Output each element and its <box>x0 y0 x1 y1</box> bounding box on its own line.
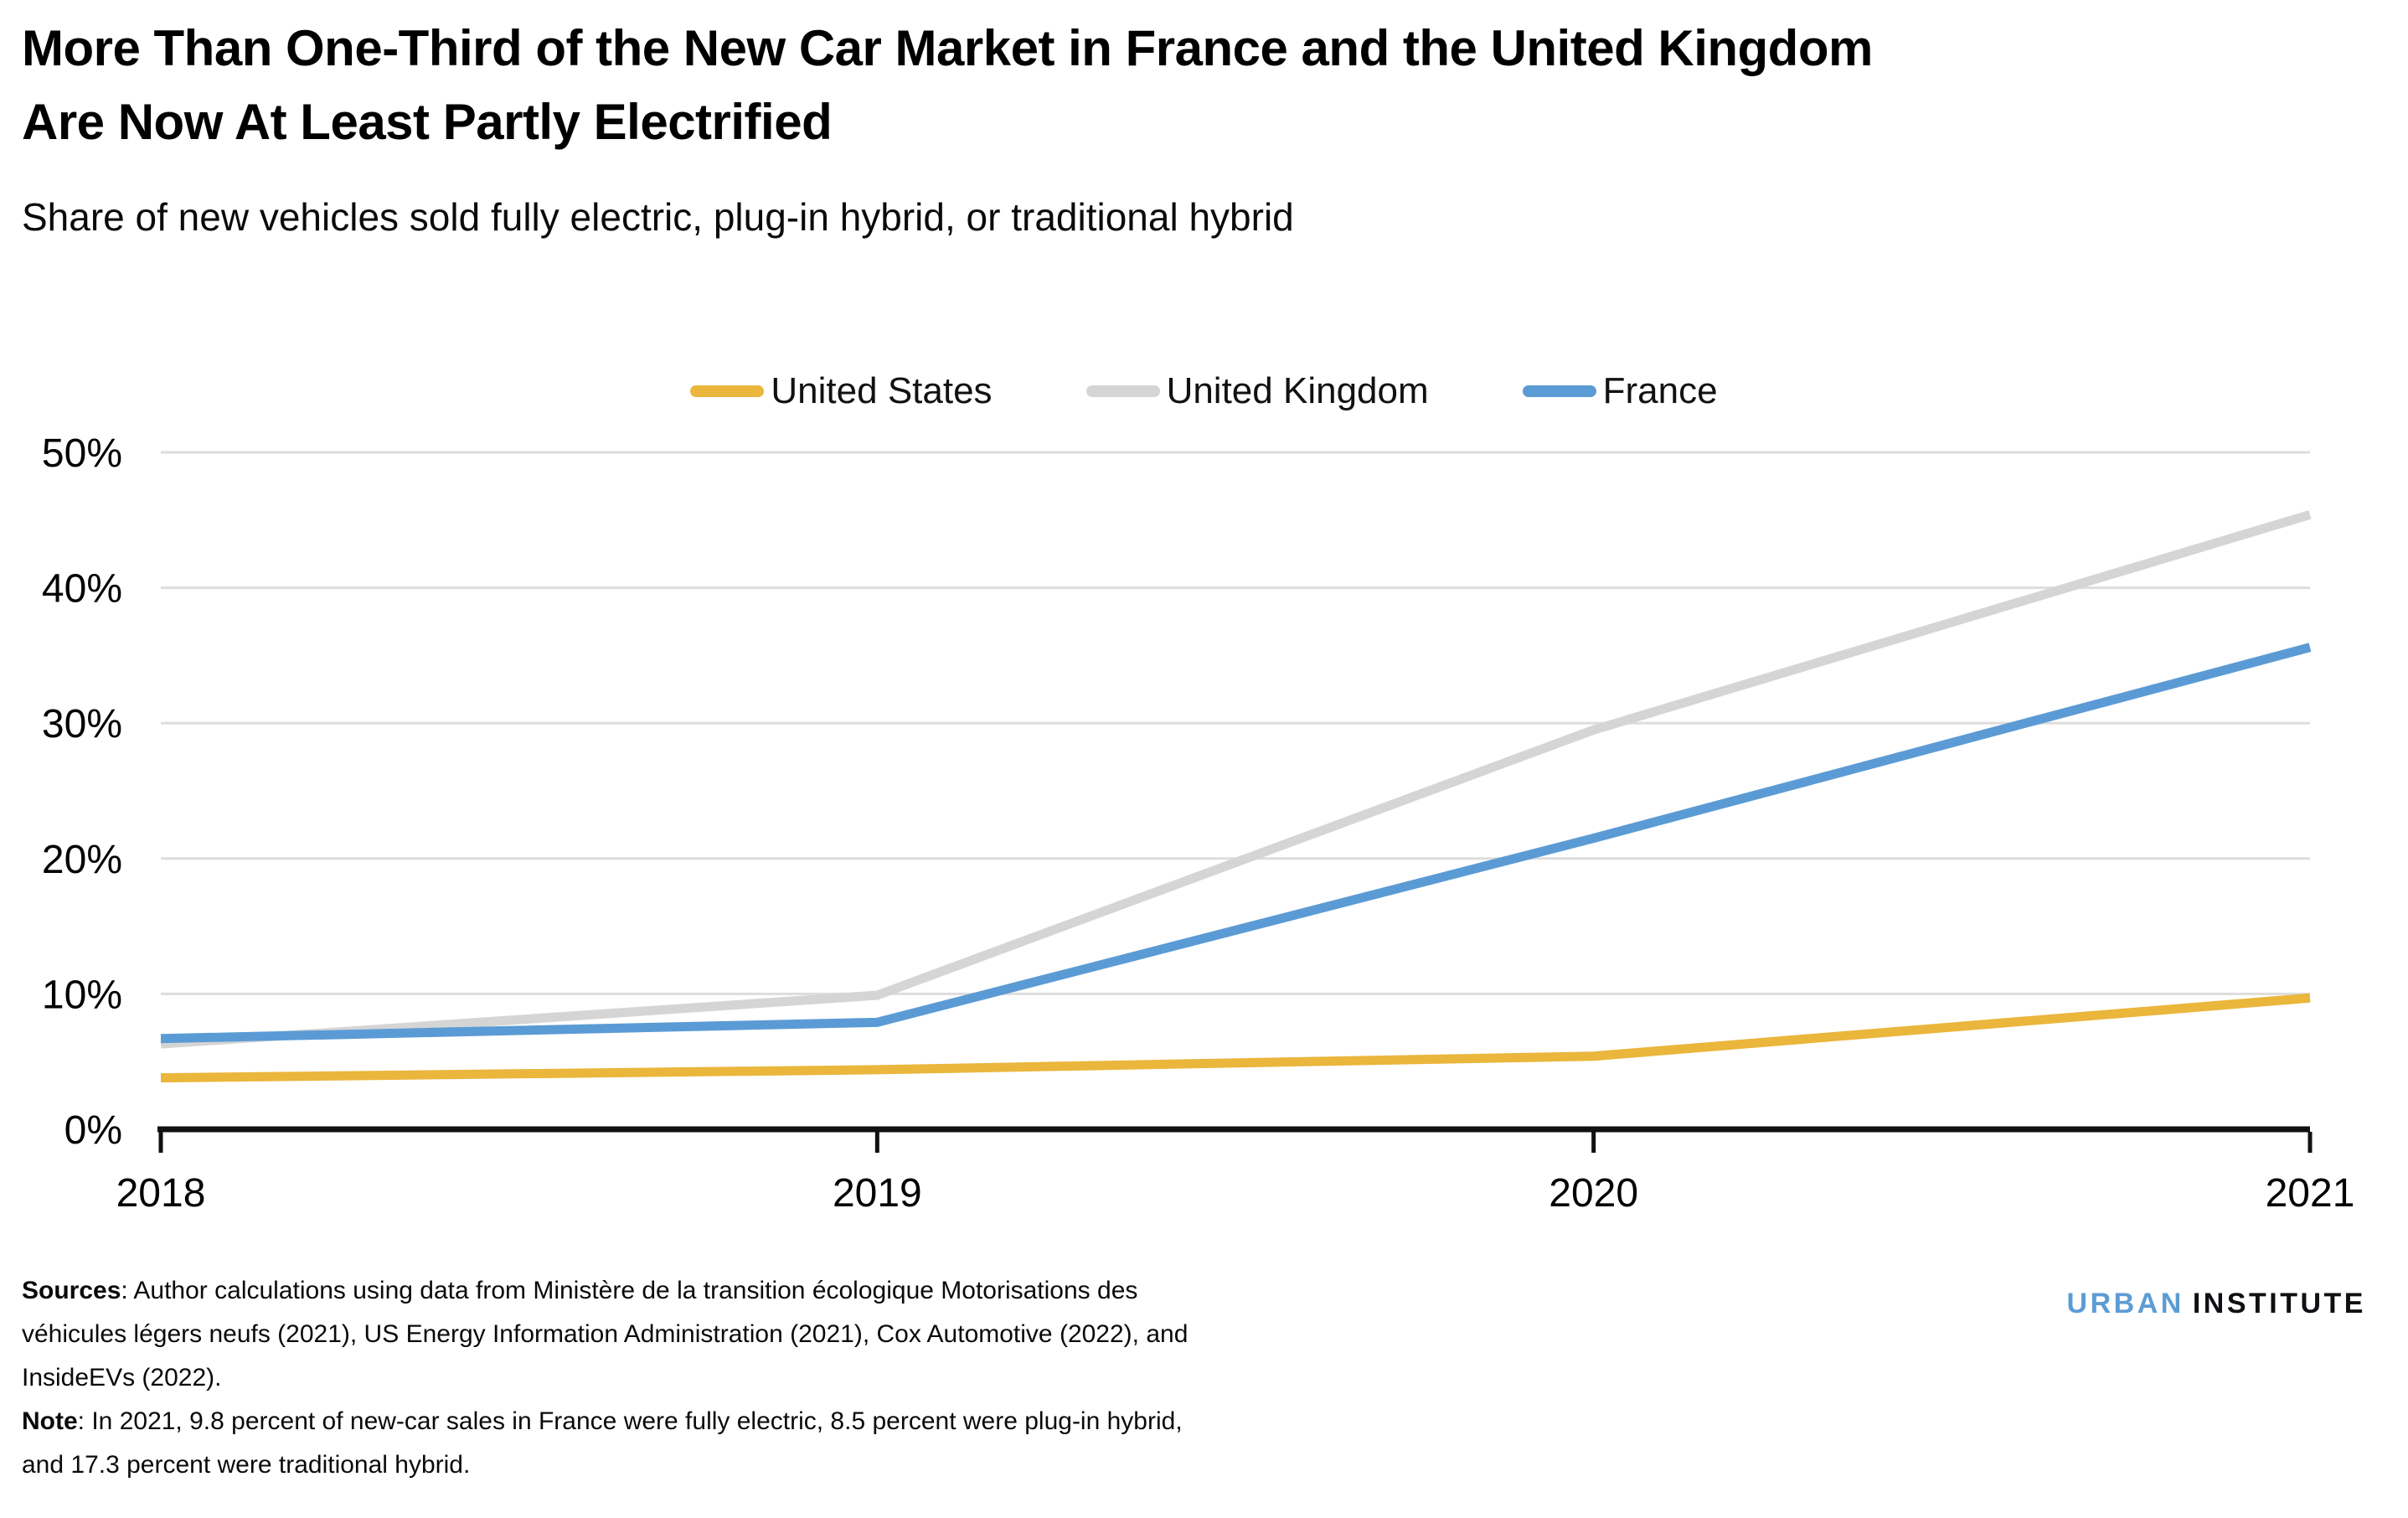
x-axis-label: 2019 <box>833 1171 922 1216</box>
note-line: Note: In 2021, 9.8 percent of new-car sa… <box>22 1400 1188 1443</box>
sources-line: InsideEVs (2022). <box>22 1364 222 1392</box>
legend-item: France <box>1522 370 1718 412</box>
legend-swatch-united-kingdom <box>1085 385 1160 397</box>
x-axis-label: 2018 <box>116 1171 206 1216</box>
legend-swatch-united-states <box>690 385 765 397</box>
series-line-france <box>160 643 2312 1044</box>
logo-word-urban: URBAN <box>2066 1288 2184 1319</box>
legend-item: United Kingdom <box>1085 370 1429 412</box>
legend-label: United States <box>771 370 993 411</box>
sources-line: véhicules légers neufs (2021), US Energy… <box>22 1320 1189 1348</box>
sources-line: Sources: Author calculations using data … <box>22 1269 1188 1313</box>
legend-swatch-france <box>1522 385 1596 397</box>
legend-label: United Kingdom <box>1166 370 1429 411</box>
x-axis-label: 2020 <box>1549 1171 1638 1216</box>
y-axis-label: 10% <box>42 973 122 1017</box>
legend-label: France <box>1602 370 1718 411</box>
note-text: : In 2021, 9.8 percent of new-car sales … <box>77 1407 1183 1435</box>
legend-item: United States <box>690 370 993 412</box>
footer-notes: Sources: Author calculations using data … <box>22 1269 1188 1487</box>
sources-label: Sources <box>22 1277 121 1304</box>
chart-legend: United States United Kingdom France <box>0 370 2408 412</box>
chart-title-line1: More Than One-Third of the New Car Marke… <box>22 20 1873 76</box>
y-axis-label: 30% <box>42 702 122 746</box>
urban-institute-logo: URBAN INSTITUTE <box>2067 1288 2366 1320</box>
chart-title: More Than One-Third of the New Car Marke… <box>22 12 1873 159</box>
note-line: and 17.3 percent were traditional hybrid… <box>22 1451 471 1479</box>
sources-text: : Author calculations using data from Mi… <box>121 1277 1138 1304</box>
y-axis-label: 40% <box>42 567 122 612</box>
y-axis-label: 50% <box>42 431 122 476</box>
series-line-united-kingdom <box>160 510 2312 1049</box>
note-label: Note <box>22 1407 78 1435</box>
series-line-united-states <box>160 993 2311 1083</box>
y-axis-label: 0% <box>64 1108 122 1153</box>
chart-title-line2: Are Now At Least Partly Electrified <box>22 94 833 150</box>
x-axis-label: 2021 <box>2266 1171 2355 1216</box>
chart-subtitle: Share of new vehicles sold fully electri… <box>22 195 1294 239</box>
y-axis-label: 20% <box>42 838 122 882</box>
logo-word-institute: INSTITUTE <box>2192 1288 2366 1319</box>
